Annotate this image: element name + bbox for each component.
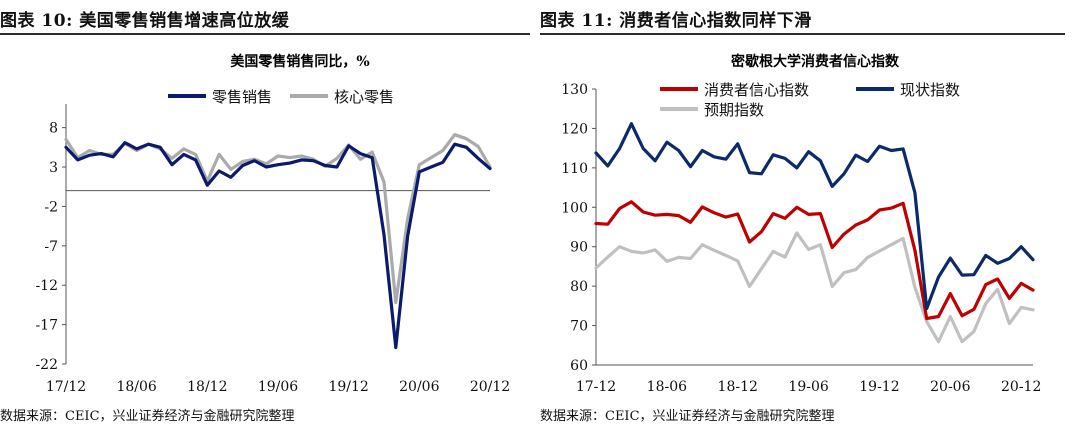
- y-tick-label: -2: [44, 199, 58, 215]
- x-tick-label: 20/06: [399, 379, 439, 395]
- y-tick-label: 130: [561, 82, 588, 98]
- consumer-sentiment-chart: 密歇根大学消费者信心指数 60 70 80 90 100 110 120 130 17-12 18-…: [561, 53, 1041, 395]
- legend-label-2: 预期指数: [704, 101, 764, 119]
- series-line-2: [594, 231, 1035, 344]
- chart-title: 美国零售销售同比，%: [230, 53, 369, 70]
- x-tick-label: 20-12: [1001, 379, 1041, 395]
- y-tick-label: 70: [570, 319, 588, 335]
- retail-sales-chart: 美国零售销售同比，% 8 3 -2 -7 -12 -17 -22 17/12 18/06 18/12…: [35, 53, 510, 395]
- y-tick-label: -7: [44, 239, 58, 255]
- y-tick-label: 100: [561, 200, 588, 216]
- y-tick-label: -17: [35, 318, 58, 334]
- y-tick-label: 80: [570, 279, 588, 295]
- y-tick-label: -12: [35, 278, 58, 294]
- figure-rule-right: [540, 33, 1065, 35]
- y-tick-label: 90: [570, 240, 588, 256]
- legend-label-1: 核心零售: [334, 88, 394, 106]
- series-line-1: [594, 122, 1035, 311]
- x-tick-label: 17-12: [576, 379, 616, 395]
- y-tick-label: 3: [49, 160, 58, 176]
- figure-panel-left: 图表 10: 美国零售销售增速高位放缓 美国零售销售同比，% 8 3 -2 -7 -12 -…: [0, 0, 530, 428]
- figure-rule-left: [0, 33, 530, 35]
- x-tick-label: 18/12: [187, 379, 227, 395]
- x-tick-label: 19/12: [328, 379, 368, 395]
- y-tick-label: 8: [49, 121, 58, 137]
- y-tick-label: -22: [35, 357, 58, 373]
- x-tick-label: 20/12: [470, 379, 510, 395]
- source-note-right: 数据来源：CEIC，兴业证券经济与金融研究院整理: [540, 409, 835, 424]
- x-tick-label: 18/06: [116, 379, 156, 395]
- x-tick-label: 18-12: [718, 379, 758, 395]
- x-tick-label: 19-12: [859, 379, 899, 395]
- figure-panel-right: 图表 11: 消费者信心指数同样下滑 密歇根大学消费者信心指数 60 70 80 90 1…: [540, 0, 1080, 428]
- y-tick-label: 120: [561, 121, 588, 137]
- legend-label-0: 消费者信心指数: [704, 81, 809, 99]
- legend-label-1: 现状指数: [900, 81, 960, 99]
- legend-label-0: 零售销售: [212, 88, 272, 106]
- y-tick-label: 60: [570, 358, 588, 374]
- figure-title-left: 图表 10: 美国零售销售增速高位放缓: [0, 11, 290, 31]
- chart-title: 密歇根大学消费者信心指数: [730, 53, 900, 70]
- x-tick-label: 18-06: [647, 379, 687, 395]
- figure-title-right: 图表 11: 消费者信心指数同样下滑: [540, 11, 812, 31]
- series-line-1: [64, 133, 492, 305]
- x-tick-label: 19/06: [258, 379, 298, 395]
- x-tick-label: 17/12: [46, 379, 86, 395]
- source-note-left: 数据来源：CEIC，兴业证券经济与金融研究院整理: [0, 409, 295, 424]
- x-tick-label: 20-06: [930, 379, 970, 395]
- series-line-0: [64, 140, 492, 350]
- y-tick-label: 110: [561, 161, 588, 177]
- series-line-0: [594, 200, 1035, 321]
- x-tick-label: 19-06: [788, 379, 828, 395]
